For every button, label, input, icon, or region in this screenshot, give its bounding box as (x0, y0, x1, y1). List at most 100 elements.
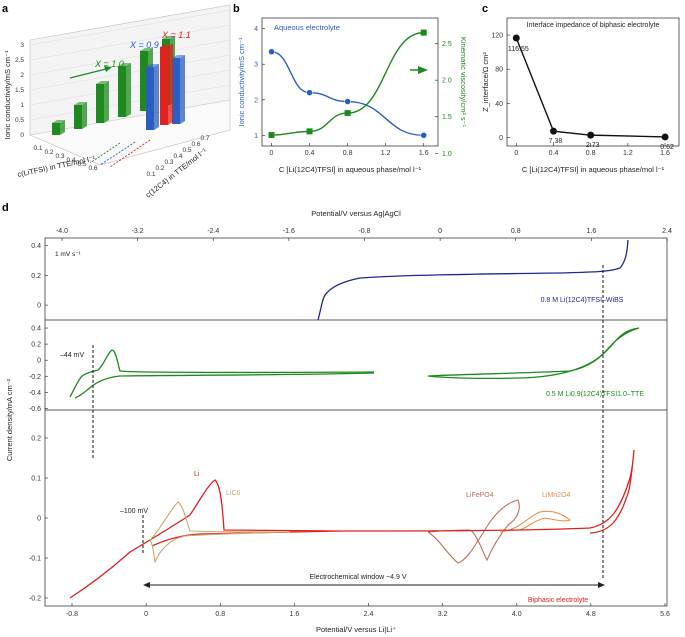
y-axis-label: Ionic conductivity/mS cm⁻¹ (3, 50, 12, 139)
curve-lic6 (149, 501, 291, 564)
top-tick-label: 0 (438, 228, 442, 235)
x-tick-label: 0.5 (77, 161, 86, 168)
subplot-3-label: Biphasic electrolyte (528, 597, 588, 604)
x-axis-label: C [Li(12C4)TFSI] in aqueous phase/mol l⁻… (279, 165, 422, 174)
curve-oxidation-limit (339, 449, 635, 534)
y-tick-label: 2 (254, 97, 258, 104)
y-tick-label: 0 (37, 516, 41, 523)
x-tick-label: 1.6 (660, 150, 670, 157)
y-tick-label: 2 (20, 72, 24, 79)
x-axis-label: C [Li(12C4)TFSI] in aqueous phase/mol l⁻… (522, 165, 665, 174)
data-label: 2.73 (586, 142, 600, 149)
y-tick-label: 3 (20, 42, 24, 49)
y-tick-labels: 0 0.5 1 1.5 2 2.5 3 (15, 42, 24, 139)
annotation-arrow-line (69, 67, 111, 79)
impedance-point (661, 133, 669, 141)
bars-group (52, 36, 185, 135)
y-tick-label: -0.1 (29, 556, 41, 563)
bottom-tick-label: -0.8 (66, 611, 78, 618)
label-lic6: LiC6 (226, 490, 241, 497)
curve-li (69, 479, 341, 599)
green-bar-side (104, 81, 109, 123)
panel-c-chart: 0 0.4 0.8 1.2 1.6 0 40 80 120 116.55 7.38 2.73 0.62… (481, 17, 680, 174)
subplot-2-label: 0.5 M Li0.9(12C4)TFSI1.0–TTE (546, 391, 644, 398)
y-tick-label: -0.6 (29, 406, 41, 413)
window-arrowhead-right (598, 582, 605, 588)
x-tick-label: 1.6 (419, 150, 429, 157)
red-bar-side (168, 44, 173, 125)
y-tick-label: -0.2 (29, 374, 41, 381)
guide-line-green (89, 142, 121, 164)
z-tick-label: 0.5 (182, 147, 191, 154)
green-bar-front (96, 84, 104, 123)
x-tick-label: 0.4 (549, 150, 559, 157)
guide-line-red (109, 139, 151, 168)
conductivity-point (306, 89, 313, 96)
z-tick-label: 0.2 (155, 165, 164, 172)
conductivity-point (344, 98, 351, 105)
blue-bar-front (172, 58, 180, 124)
blue-bar-front (146, 67, 154, 130)
panel-b-chart: 0 0.4 0.8 1.2 1.6 1 2 3 4 1.0 1.5 2.0 2.5 Aqueous el… (237, 17, 468, 174)
curve-limn2o4 (499, 510, 572, 533)
y-tick-label: 2.5 (15, 57, 24, 64)
green-bar-top (74, 102, 87, 105)
bottom-tick-label: 3.2 (438, 611, 448, 618)
grid-line (29, 9, 231, 46)
conductivity-point (268, 48, 275, 56)
green-bar-front (118, 66, 126, 117)
x-tick-label: 1.2 (623, 150, 633, 157)
viscosity-point (344, 110, 351, 117)
x-tick-label: 0 (270, 150, 274, 157)
x-tick-label: 0.4 (305, 150, 315, 157)
y-tick-label: 0.4 (31, 326, 41, 333)
bottom-axis-label: Potential/V versus Li|Li⁺ (316, 625, 396, 634)
impedance-line (515, 37, 666, 138)
y-tick-label: 0 (37, 358, 41, 365)
bottom-tick-label: 1.6 (290, 611, 300, 618)
series-lines (268, 29, 427, 139)
impedance-point (587, 131, 595, 139)
top-tick-label: -1.6 (283, 228, 295, 235)
y-tick-label: 120 (491, 33, 503, 40)
panel-label-a: a (2, 3, 9, 15)
y-tick-label: 0 (37, 303, 41, 310)
y-tick-label: 0.1 (31, 476, 41, 483)
y2-tick-label: 2.5 (442, 41, 452, 48)
conductivity-line (271, 51, 424, 137)
y-axis-label: Current density/mA cm⁻² (5, 378, 14, 461)
marker-100mv: –100 mV (120, 508, 148, 515)
plot-frame (261, 17, 439, 147)
top-tick-label: -2.4 (207, 228, 219, 235)
annotation-x-1-1: X = 1.1 (161, 30, 191, 40)
panel-label-b: b (233, 3, 240, 15)
green-bar-top (96, 81, 109, 84)
annotation-x-1-0: X = 1.0 (94, 59, 124, 69)
top-tick-label: 2.4 (662, 228, 672, 235)
z-tick-label: 0.1 (146, 171, 155, 178)
plot-frame (506, 17, 680, 147)
z-tick-label: 0.7 (200, 135, 209, 142)
bottom-tick-label: 4.0 (512, 611, 522, 618)
x-tick-label: 0 (514, 150, 518, 157)
top-axis-label: Potential/V versus Ag|AgCl (311, 209, 401, 218)
y-tick-label: 0.5 (15, 117, 24, 124)
y-axis-label: Z_interface/Ω cm² (481, 52, 490, 112)
subplot-2-cv-oxidation (427, 327, 640, 380)
axis-ticks: -4.0 -3.2 -2.4 -1.6 -0.8 0 0.8 1.6 2.4 -0.8 0 0.8 1.… (29, 228, 672, 618)
y-axis-label: Ionic conductivity/mS cm⁻¹ (237, 37, 246, 126)
y-tick-label: 4 (254, 26, 258, 33)
label-li: Li (194, 471, 200, 478)
x-tick-label: 0.6 (88, 165, 97, 172)
conductivity-point (420, 132, 427, 139)
y-tick-label: -0.4 (29, 390, 41, 397)
grid-line (29, 39, 231, 76)
y-tick-label: 0 (499, 135, 503, 142)
axis-ticks: 0 0.4 0.8 1.2 1.6 0 40 80 120 (491, 33, 670, 157)
chart-title: Interface impedance of biphasic electrol… (527, 22, 660, 29)
blue-bar-top (172, 55, 185, 58)
y2-tick-label: 1.5 (442, 114, 452, 121)
y2-axis-label: Kinematic viscosity/cm² s⁻¹ (459, 37, 468, 128)
y-tick-label: 3 (254, 62, 258, 69)
